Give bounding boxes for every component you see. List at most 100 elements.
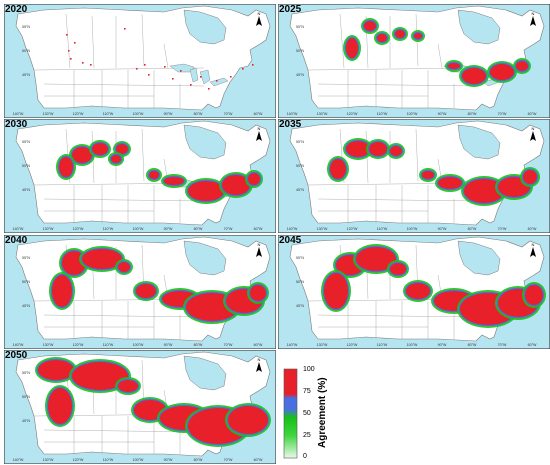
agreement-core [395,30,405,38]
north-arrow-shape [530,16,536,26]
north-arrow-icon: N [256,357,262,372]
latitude-label: 55°N [22,256,30,260]
longitude-label: 90°W [164,112,173,116]
longitude-label: 130°W [317,343,328,347]
longitude-label: 120°W [73,112,84,116]
north-arrow-icon: N [256,242,262,257]
hudson-bay [457,240,501,276]
agreement-core [462,68,486,84]
latitude-label: 55°N [22,371,30,375]
north-arrow-label: N [258,242,261,247]
border-line [43,70,205,108]
hudson-bay [457,9,501,45]
map-frame [4,350,276,464]
border-line [317,185,479,223]
legend-tick: 50 [303,410,311,417]
latitude-label: 55°N [22,25,30,29]
longitude-label: 70°W [224,112,233,116]
agreement-core [346,38,358,58]
north-arrow-shape [256,362,262,372]
agreement-core [490,64,514,80]
longitude-label: 130°W [43,343,54,347]
north-arrow-icon: N [530,11,536,26]
longitude-label: 90°W [164,458,173,462]
agreement-core [377,34,387,42]
longitude-label: 100°W [407,112,418,116]
border-line [43,185,205,223]
latitude-label: 45°N [296,304,304,308]
map-svg-2050: 55°N 50°N 45°N 140°W 130°W 120°W 110°W 100°W 90°… [4,350,276,464]
agreement-core [118,262,130,272]
longitude-label: 120°W [347,227,358,231]
agreement-core [414,33,422,39]
occurrence-point [124,28,126,30]
longitude-label: 60°W [254,112,263,116]
agreement-core [248,173,260,185]
agreement-core [188,181,224,201]
agreement-core [38,360,74,380]
agreement-core [48,388,72,424]
north-arrow-label: N [532,126,535,131]
legend-title-text: Agreement (%) [317,377,328,448]
agreement-core [118,380,138,392]
longitude-label: 130°W [43,227,54,231]
longitude-label: 100°W [133,458,144,462]
border-line [43,416,205,454]
species-distribution [56,140,263,204]
longitude-label: 140°W [13,227,24,231]
longitude-label: 140°W [287,343,298,347]
north-arrow-icon: N [530,126,536,141]
occurrence-point [136,68,138,70]
species-distribution [343,18,531,87]
latitude-label: 45°N [296,188,304,192]
north-arrow-label: N [532,242,535,247]
longitude-label: 70°W [498,343,507,347]
agreement-core [422,171,434,179]
longitude-label: 90°W [438,112,447,116]
longitude-label: 80°W [194,458,203,462]
agreement-core [250,285,266,301]
occurrence-point [180,70,182,72]
occurrence-point [90,64,92,66]
hudson-bay [457,124,501,160]
map-svg-2040: 55°N 50°N 45°N 140°W 130°W 120°W 110°W 100°W 90°… [4,235,276,349]
map-frame [4,119,276,233]
panel-year-label: 2035 [279,119,302,130]
longitude-label: 140°W [287,227,298,231]
north-arrow-shape [256,16,262,26]
agreement-core [136,284,156,298]
occurrence-point [208,88,210,90]
longitude-label: 70°W [498,112,507,116]
agreement-legend: 100 75 50 25 0 Agreement (%) [283,366,363,462]
longitude-label: 100°W [133,112,144,116]
occurrence-point [252,64,254,66]
longitude-label: 140°W [13,458,24,462]
longitude-label: 70°W [224,227,233,231]
agreement-core [92,143,108,155]
longitude-label: 130°W [317,227,328,231]
longitude-label: 60°W [254,343,263,347]
longitude-label: 130°W [43,112,54,116]
border-line [43,301,205,339]
north-arrow-icon: N [256,126,262,141]
agreement-core [72,362,128,390]
agreement-core [330,159,346,179]
latitude-label: 50°N [22,164,30,168]
map-panel-2035: 55°N 50°N 45°N 140°W 130°W 120°W 110°W 100°W 90°… [278,119,550,233]
longitude-label: 120°W [73,343,84,347]
agreement-core [164,177,184,185]
longitude-label: 110°W [377,227,388,231]
species-distribution [327,138,540,206]
latitude-label: 55°N [296,256,304,260]
latitude-label: 50°N [296,280,304,284]
agreement-core [82,249,122,269]
latitude-label: 50°N [22,395,30,399]
map-svg-2035: 55°N 50°N 45°N 140°W 130°W 120°W 110°W 100°W 90°… [278,119,550,233]
map-panel-2020: 55°N 50°N 45°N 140°W 130°W 120°W 110°W 100°W 90°… [4,4,276,118]
latitude-label: 45°N [22,188,30,192]
map-svg-2025: 55°N 50°N 45°N 140°W 130°W 120°W 110°W 100°W 90°… [278,4,550,118]
longitude-label: 120°W [347,112,358,116]
map-svg-2020: 55°N 50°N 45°N 140°W 130°W 120°W 110°W 100°W 90°… [4,4,276,118]
agreement-core [364,21,376,31]
latitude-label: 50°N [296,49,304,53]
